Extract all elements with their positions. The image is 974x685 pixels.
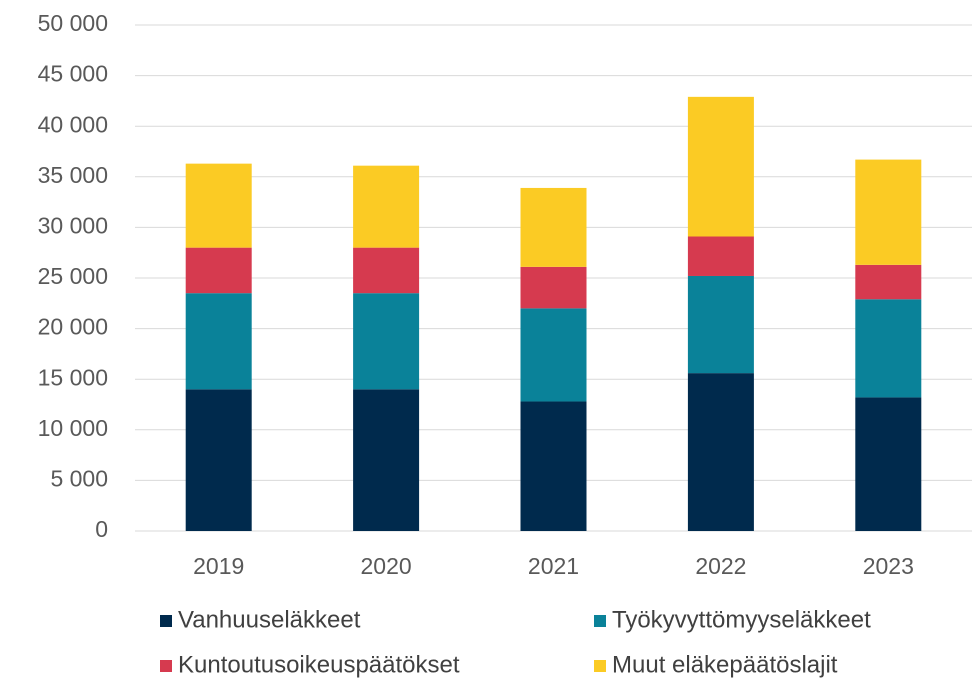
legend-label: Työkyvyttömyyseläkkeet <box>612 606 871 633</box>
bar-segment <box>185 293 252 390</box>
legend-label: Kuntoutusoikeuspäätökset <box>178 651 460 678</box>
bar-segment <box>185 247 252 294</box>
x-tick-label: 2022 <box>695 553 746 579</box>
legend-swatch <box>160 660 172 672</box>
legend-swatch <box>160 615 172 627</box>
y-tick-label: 30 000 <box>38 212 108 238</box>
bar-segment <box>855 397 922 531</box>
y-tick-label: 10 000 <box>38 415 108 441</box>
bar-segment <box>185 389 252 531</box>
x-tick-label: 2023 <box>863 553 914 579</box>
x-tick-label: 2019 <box>193 553 244 579</box>
y-tick-label: 25 000 <box>38 263 108 289</box>
legend-swatch <box>594 615 606 627</box>
x-tick-label: 2020 <box>361 553 412 579</box>
bar-segment <box>687 373 754 531</box>
y-tick-label: 0 <box>95 516 108 542</box>
legend-label: Muut eläkepäätöslajit <box>612 651 838 678</box>
bar-segment <box>520 401 587 531</box>
bar-segment <box>687 236 754 276</box>
bar-segment <box>353 389 420 531</box>
bar-segment <box>353 165 420 248</box>
legend-swatch <box>594 660 606 672</box>
legend: Vanhuuseläkkeet Työkyvyttömyyseläkkeet Kun… <box>160 606 871 678</box>
bar-segment <box>687 275 754 374</box>
bar-segment <box>520 266 587 309</box>
bar-segment <box>353 247 420 294</box>
bar-segment <box>855 299 922 398</box>
bar-segment <box>353 293 420 390</box>
x-tick-label: 2021 <box>528 553 579 579</box>
y-tick-label: 20 000 <box>38 314 108 340</box>
bar-segment <box>520 187 587 267</box>
bar-segment <box>855 159 922 265</box>
y-tick-label: 40 000 <box>38 111 108 137</box>
bar-segment <box>687 96 754 237</box>
bar-segment <box>520 308 587 402</box>
bar-segment <box>855 264 922 300</box>
legend-label: Vanhuuseläkkeet <box>178 606 361 633</box>
y-tick-label: 5 000 <box>50 465 108 491</box>
y-tick-label: 50 000 <box>38 10 108 36</box>
y-tick-label: 15 000 <box>38 364 108 390</box>
y-tick-label: 45 000 <box>38 61 108 87</box>
y-tick-label: 35 000 <box>38 162 108 188</box>
bar-segment <box>185 163 252 248</box>
